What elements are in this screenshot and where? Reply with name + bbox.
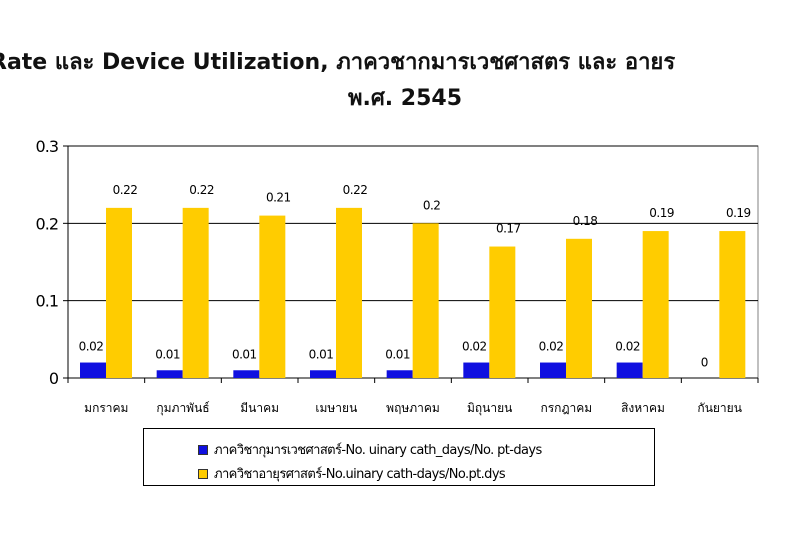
data-label-series-2: 0.18 (573, 214, 598, 228)
data-label-series-1: 0.02 (462, 340, 487, 354)
data-label-series-1: 0.01 (385, 347, 410, 361)
legend: ภาควิชากุมารเวชศาสตร์-No. uinary cath_da… (143, 428, 655, 486)
bar-series-2 (412, 223, 439, 378)
data-label-series-1: 0 (701, 355, 708, 369)
data-label-series-2: 0.22 (343, 183, 368, 197)
data-label-series-1: 0.02 (615, 340, 640, 354)
bar-series-2 (336, 207, 362, 378)
x-tick-label: กันยายน (697, 401, 741, 415)
bar-series-2 (259, 215, 286, 378)
data-label-series-2: 0.17 (496, 222, 521, 236)
x-tick-label: กุมภาพันธ์ (156, 401, 209, 416)
x-tick-label: มีนาคม (240, 401, 279, 415)
x-tick-label: พฤษภาคม (386, 401, 440, 415)
x-tick-label: มกราคม (84, 401, 128, 415)
legend-item-series-2: ภาควิชาอายุรศาสตร์-No.uinary cath-days/N… (198, 463, 506, 484)
bar-series-1 (80, 362, 106, 378)
data-label-series-2: 0.19 (726, 206, 751, 220)
bar-series-2 (642, 231, 669, 378)
data-label-series-2: 0.19 (649, 206, 674, 220)
bar-series-2 (566, 238, 592, 378)
bar-series-1 (540, 362, 566, 378)
y-tick-label: 0.1 (36, 292, 58, 311)
bar-series-1 (386, 370, 413, 378)
data-label-series-1: 0.01 (309, 347, 334, 361)
bar-series-1 (233, 370, 260, 378)
data-label-series-1: 0.02 (79, 340, 104, 354)
bar-series-2 (182, 207, 209, 378)
y-tick-label: 0 (49, 369, 59, 388)
bar-series-1 (463, 362, 490, 378)
legend-swatch-series-1 (198, 444, 208, 455)
legend-label-series-1: ภาควิชากุมารเวชศาสตร์-No. uinary cath_da… (214, 443, 542, 458)
bar-series-2 (106, 207, 132, 378)
bar-series-2 (489, 246, 516, 378)
bar-series-1 (616, 362, 643, 378)
x-tick-label: สิงหาคม (621, 401, 665, 415)
x-tick-label: มิถุนายน (467, 401, 512, 416)
bar-series-2 (719, 231, 746, 378)
bar-series-1 (156, 370, 183, 378)
bar-series-1 (310, 370, 336, 378)
y-tick-label: 0.3 (36, 137, 58, 156)
x-tick-label: กรกฎาคม (540, 401, 592, 415)
chart-title-line-1: Rate และ Device Utilization, ภาควชากมารเ… (0, 50, 676, 75)
legend-swatch-series-2 (198, 468, 208, 479)
data-label-series-1: 0.01 (232, 347, 257, 361)
data-label-series-2: 0.21 (266, 191, 291, 205)
legend-item-series-1: ภาควิชากุมารเวชศาสตร์-No. uinary cath_da… (198, 439, 542, 460)
data-label-series-2: 0.2 (423, 198, 441, 212)
data-label-series-1: 0.02 (539, 340, 564, 354)
x-tick-label: เมษายน (315, 401, 357, 415)
data-label-series-1: 0.01 (155, 347, 180, 361)
chart-title-line-2: พ.ศ. 2545 (347, 86, 463, 111)
data-label-series-2: 0.22 (113, 183, 138, 197)
legend-label-series-2: ภาควิชาอายุรศาสตร์-No.uinary cath-days/N… (214, 467, 506, 482)
y-tick-label: 0.2 (36, 214, 58, 233)
data-label-series-2: 0.22 (189, 183, 214, 197)
